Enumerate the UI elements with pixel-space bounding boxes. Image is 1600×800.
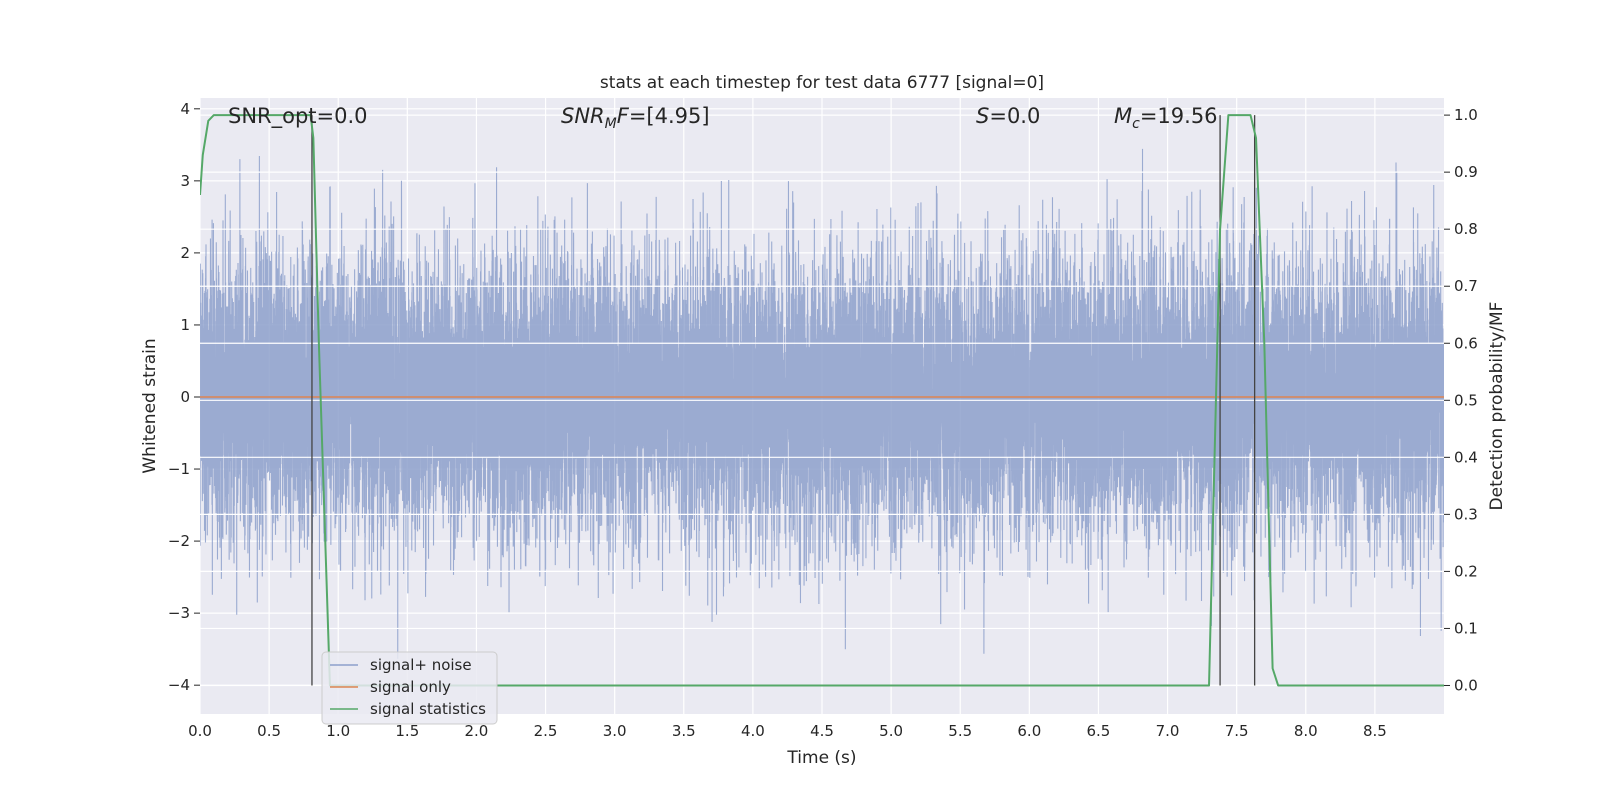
y2-axis-label: Detection probability/MF: [1487, 302, 1507, 511]
x-tick-label: 4.0: [741, 722, 765, 740]
x-tick-label: 8.5: [1363, 722, 1387, 740]
y2-tick-label: 1.0: [1454, 106, 1478, 124]
legend: signal+ noise signal only signal statist…: [321, 651, 498, 725]
y2-tick-label: 0.0: [1454, 676, 1478, 694]
x-tick-label: 5.5: [948, 722, 972, 740]
x-tick-label: 6.0: [1017, 722, 1041, 740]
legend-label-signal-only: signal only: [370, 678, 451, 696]
y-tick-label: 0: [180, 388, 190, 406]
y-axis-left: −4 −3 −2 −1 0 1 2 3 4: [168, 100, 200, 694]
series-signal-plus-noise: [200, 148, 1444, 659]
grid-overlay: [200, 114, 1444, 687]
x-tick-label: 5.0: [879, 722, 903, 740]
legend-label-signal-plus-noise: signal+ noise: [370, 656, 472, 674]
x-tick-label: 0.5: [257, 722, 281, 740]
y2-tick-label: 0.7: [1454, 277, 1478, 295]
y-tick-label: −4: [168, 676, 190, 694]
annotation-snr-mf: SNRMF=[4.95]: [561, 104, 710, 132]
y-tick-label: −3: [168, 604, 190, 622]
y-tick-label: 2: [180, 244, 190, 262]
x-tick-label: 8.0: [1294, 722, 1318, 740]
x-tick-label: 3.0: [603, 722, 627, 740]
annotations: SNR_opt=0.0 SNRMF=[4.95] S=0.0 Mc=19.56: [228, 104, 1218, 132]
x-tick-label: 2.0: [465, 722, 489, 740]
y2-tick-label: 0.1: [1454, 619, 1478, 637]
y2-tick-label: 0.9: [1454, 163, 1478, 181]
annotation-mc: Mc=19.56: [1114, 104, 1218, 132]
x-tick-label: 0.0: [188, 722, 212, 740]
legend-box: [321, 651, 498, 725]
signal-plus-noise-line: [200, 148, 1444, 659]
y2-tick-label: 0.5: [1454, 391, 1478, 409]
annotation-snr-opt: SNR_opt=0.0: [228, 104, 368, 129]
x-tick-label: 7.0: [1156, 722, 1180, 740]
y-axis-label: Whitened strain: [140, 338, 160, 473]
y-axis-right: 0.0 0.1 0.2 0.3 0.4 0.5 0.6 0.7 0.8 0.9 1.0: [1444, 106, 1478, 694]
y2-tick-label: 0.8: [1454, 220, 1478, 238]
y2-tick-label: 0.4: [1454, 448, 1478, 466]
x-tick-label: 6.5: [1087, 722, 1111, 740]
chart-title: stats at each timestep for test data 677…: [600, 73, 1044, 93]
x-tick-label: 7.5: [1225, 722, 1249, 740]
x-tick-label: 1.5: [395, 722, 419, 740]
x-tick-label: 2.5: [534, 722, 558, 740]
vertical-markers: [311, 115, 1256, 686]
x-tick-label: 1.0: [326, 722, 350, 740]
annotation-s: S=0.0: [976, 104, 1040, 128]
y2-tick-label: 0.2: [1454, 562, 1478, 580]
y-tick-label: 3: [180, 172, 190, 190]
y-tick-label: −1: [168, 460, 190, 478]
y2-tick-label: 0.6: [1454, 334, 1478, 352]
y-tick-label: 4: [180, 100, 190, 118]
x-axis-label: Time (s): [786, 748, 856, 768]
y-tick-label: −2: [168, 532, 190, 550]
y2-tick-label: 0.3: [1454, 505, 1478, 523]
legend-label-signal-statistics: signal statistics: [370, 700, 486, 718]
x-tick-label: 3.5: [672, 722, 696, 740]
y-tick-label: 1: [180, 316, 190, 334]
x-axis: 0.0 0.5 1.0 1.5 2.0 2.5 3.0 3.5 4.0 4.5 5.0 5.5 6.0 6…: [188, 722, 1387, 740]
x-tick-label: 4.5: [810, 722, 834, 740]
